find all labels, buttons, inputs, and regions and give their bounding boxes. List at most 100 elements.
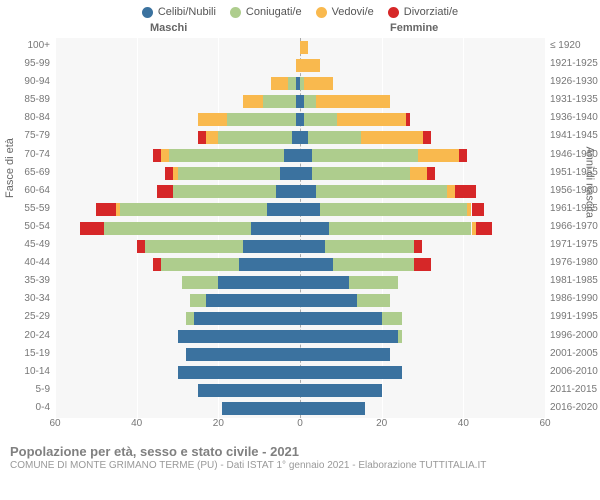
bar-female (476, 222, 492, 235)
age-label: 50-54 (0, 221, 50, 232)
bar-female (316, 185, 447, 198)
age-label: 15-19 (0, 348, 50, 359)
bar-male (218, 276, 300, 289)
bar-male (243, 95, 263, 108)
bar-female (300, 167, 312, 180)
bar-male (271, 77, 287, 90)
age-label: 65-69 (0, 167, 50, 178)
birth-label: 2006-2010 (550, 366, 600, 377)
birth-label: 1971-1975 (550, 239, 600, 250)
age-label: 0-4 (0, 402, 50, 413)
gender-headers: Maschi Femmine (0, 22, 600, 38)
birth-label: 2016-2020 (550, 402, 600, 413)
age-label: 40-44 (0, 257, 50, 268)
bar-female (349, 276, 398, 289)
x-tick-label: 20 (376, 418, 387, 429)
bar-male (251, 222, 300, 235)
bar-female (300, 330, 398, 343)
bar-female (320, 203, 467, 216)
footer: Popolazione per età, sesso e stato civil… (0, 438, 600, 471)
age-label: 10-14 (0, 366, 50, 377)
bar-female (418, 149, 459, 162)
bar-female (316, 95, 390, 108)
bar-female (304, 77, 333, 90)
bar-female (300, 384, 382, 397)
age-label: 20-24 (0, 330, 50, 341)
bar-male (153, 258, 161, 271)
birth-label: 1936-1940 (550, 112, 600, 123)
bar-male (178, 330, 301, 343)
age-label: 35-39 (0, 275, 50, 286)
birth-label: 2001-2005 (550, 348, 600, 359)
chart-title: Popolazione per età, sesso e stato civil… (10, 444, 590, 459)
bar-male (284, 149, 300, 162)
age-label: 30-34 (0, 293, 50, 304)
bar-male (292, 131, 300, 144)
legend: Celibi/NubiliConiugati/eVedovi/eDivorzia… (0, 0, 600, 22)
bar-male (104, 222, 251, 235)
age-label: 55-59 (0, 203, 50, 214)
bar-male (190, 294, 206, 307)
bar-female (410, 167, 426, 180)
age-label: 60-64 (0, 185, 50, 196)
bar-male (194, 312, 300, 325)
bar-male (161, 149, 169, 162)
age-label: 90-94 (0, 76, 50, 87)
bar-female (406, 113, 410, 126)
bar-female (300, 258, 333, 271)
bar-male (178, 366, 301, 379)
bar-female (300, 402, 365, 415)
bar-male (169, 149, 283, 162)
age-label: 95-99 (0, 58, 50, 69)
bar-male (276, 185, 301, 198)
legend-swatch (316, 7, 327, 18)
bar-male (243, 240, 300, 253)
bar-female (382, 312, 402, 325)
birth-label: 1986-1990 (550, 293, 600, 304)
x-tick-label: 20 (213, 418, 224, 429)
bar-female (300, 366, 402, 379)
bar-female (300, 203, 320, 216)
birth-label: 2011-2015 (550, 384, 600, 395)
bar-male (198, 384, 300, 397)
birth-label: 1956-1960 (550, 185, 600, 196)
age-label: 5-9 (0, 384, 50, 395)
bar-male (206, 131, 218, 144)
bar-female (361, 131, 422, 144)
age-label: 25-29 (0, 311, 50, 322)
bar-female (357, 294, 390, 307)
birth-label: 1981-1985 (550, 275, 600, 286)
bar-female (414, 240, 422, 253)
bar-female (472, 203, 484, 216)
bar-male (173, 167, 177, 180)
bar-female (423, 131, 431, 144)
bar-female (300, 222, 329, 235)
gridline (55, 38, 56, 418)
bar-male (165, 167, 173, 180)
legend-item: Coniugati/e (230, 6, 302, 18)
bar-male (120, 203, 267, 216)
x-tick-label: 40 (458, 418, 469, 429)
female-header: Femmine (390, 22, 438, 34)
legend-item: Divorziati/e (388, 6, 458, 18)
bar-female (398, 330, 402, 343)
bar-male (182, 276, 219, 289)
legend-item: Celibi/Nubili (142, 6, 216, 18)
bar-female (308, 131, 361, 144)
plot-area (55, 38, 545, 418)
age-label: 45-49 (0, 239, 50, 250)
bar-male (206, 294, 300, 307)
bar-female (300, 131, 308, 144)
birth-label: 1941-1945 (550, 130, 600, 141)
bar-female (325, 240, 415, 253)
age-label: 70-74 (0, 149, 50, 160)
bar-female (300, 185, 316, 198)
bar-male (186, 312, 194, 325)
bar-male (137, 240, 145, 253)
age-label: 75-79 (0, 130, 50, 141)
bar-female (329, 222, 472, 235)
chart-subtitle: COMUNE DI MONTE GRIMANO TERME (PU) - Dat… (10, 460, 590, 471)
age-label: 85-89 (0, 94, 50, 105)
bar-male (239, 258, 300, 271)
x-tick-label: 40 (131, 418, 142, 429)
